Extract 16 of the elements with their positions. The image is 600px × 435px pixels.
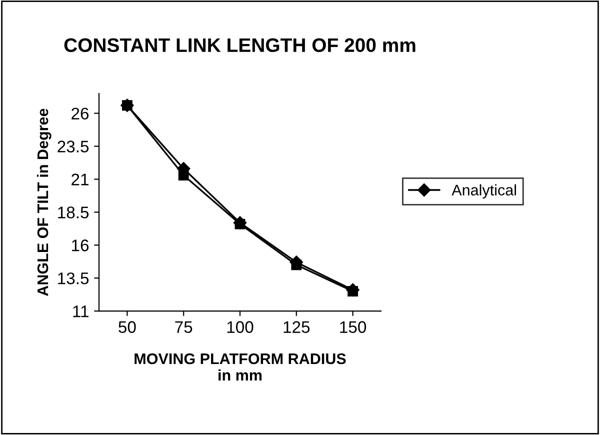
x-tick-label: 75	[175, 321, 192, 333]
x-tick-label: 125	[284, 321, 310, 333]
x-tick-label: 50	[118, 321, 136, 333]
legend-label: Analytical	[452, 184, 516, 199]
y-tick-label: 11	[73, 306, 88, 318]
chart-title: CONSTANT LINK LENGTH OF 200 mm	[64, 38, 416, 52]
y-axis-title: ANGLE OF TILT in Degree	[36, 108, 52, 296]
y-tick-label: 13.5	[58, 272, 89, 284]
y-tick-label: 26	[72, 108, 89, 120]
x-tick-label: 150	[340, 321, 366, 333]
y-tick-label: 18.5	[58, 206, 89, 218]
x-axis-title: MOVING PLATFORM RADIUS in mm	[134, 353, 346, 380]
y-tick-label: 16	[72, 240, 89, 252]
x-tick-label: 100	[227, 321, 254, 333]
y-tick-label: 23.5	[58, 140, 89, 152]
y-tick-label: 21	[72, 174, 88, 186]
